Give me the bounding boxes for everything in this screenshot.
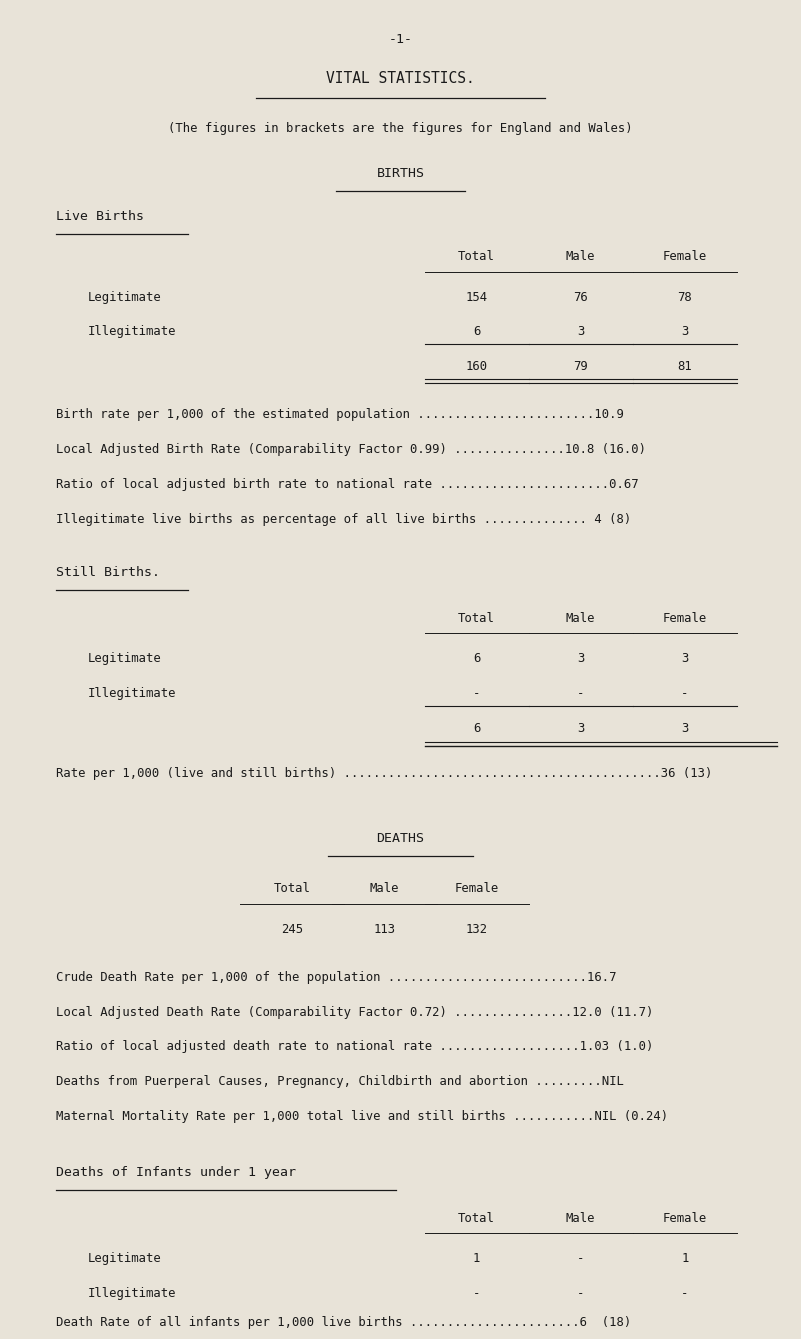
Text: Ratio of local adjusted birth rate to national rate .......................0.67: Ratio of local adjusted birth rate to na… [56, 478, 638, 491]
Text: -: - [681, 687, 689, 700]
Text: 245: 245 [281, 923, 304, 936]
Text: Female: Female [662, 612, 707, 625]
Text: Ratio of local adjusted death rate to national rate ...................1.03 (1.0: Ratio of local adjusted death rate to na… [56, 1040, 654, 1054]
Text: 6: 6 [473, 325, 481, 339]
Text: Illegitimate live births as percentage of all live births .............. 4 (8): Illegitimate live births as percentage o… [56, 513, 631, 526]
Text: 132: 132 [465, 923, 488, 936]
Text: 76: 76 [574, 291, 588, 304]
Text: Total: Total [274, 882, 311, 896]
Text: Female: Female [454, 882, 499, 896]
Text: -: - [577, 1252, 585, 1265]
Text: Illegitimate: Illegitimate [88, 1287, 176, 1300]
Text: 81: 81 [678, 360, 692, 374]
Text: Legitimate: Legitimate [88, 652, 162, 665]
Text: Crude Death Rate per 1,000 of the population ...........................16.7: Crude Death Rate per 1,000 of the popula… [56, 971, 617, 984]
Text: (The figures in brackets are the figures for England and Wales): (The figures in brackets are the figures… [168, 122, 633, 135]
Text: -: - [577, 687, 585, 700]
Text: 1: 1 [681, 1252, 689, 1265]
Text: 160: 160 [465, 360, 488, 374]
Text: Deaths of Infants under 1 year: Deaths of Infants under 1 year [56, 1166, 296, 1180]
Text: -: - [577, 1287, 585, 1300]
Text: Male: Male [566, 250, 595, 264]
Text: 79: 79 [574, 360, 588, 374]
Text: 3: 3 [681, 722, 689, 735]
Text: 78: 78 [678, 291, 692, 304]
Text: -: - [681, 1287, 689, 1300]
Text: Birth rate per 1,000 of the estimated population ........................10.9: Birth rate per 1,000 of the estimated po… [56, 408, 624, 422]
Text: 3: 3 [681, 325, 689, 339]
Text: -: - [473, 1287, 481, 1300]
Text: Total: Total [458, 250, 495, 264]
Text: Total: Total [458, 1212, 495, 1225]
Text: Deaths from Puerperal Causes, Pregnancy, Childbirth and abortion .........NIL: Deaths from Puerperal Causes, Pregnancy,… [56, 1075, 624, 1089]
Text: Local Adjusted Death Rate (Comparability Factor 0.72) ................12.0 (11.7: Local Adjusted Death Rate (Comparability… [56, 1006, 654, 1019]
Text: Female: Female [662, 1212, 707, 1225]
Text: Total: Total [458, 612, 495, 625]
Text: 3: 3 [577, 652, 585, 665]
Text: BIRTHS: BIRTHS [376, 167, 425, 181]
Text: -: - [473, 687, 481, 700]
Text: VITAL STATISTICS.: VITAL STATISTICS. [326, 71, 475, 86]
Text: 6: 6 [473, 722, 481, 735]
Text: DEATHS: DEATHS [376, 832, 425, 845]
Text: 6: 6 [473, 652, 481, 665]
Text: 1: 1 [473, 1252, 481, 1265]
Text: Death Rate of all infants per 1,000 live births .......................6  (18): Death Rate of all infants per 1,000 live… [56, 1316, 631, 1330]
Text: Illegitimate: Illegitimate [88, 687, 176, 700]
Text: Rate per 1,000 (live and still births) .........................................: Rate per 1,000 (live and still births) .… [56, 767, 712, 781]
Text: Male: Male [566, 612, 595, 625]
Text: Legitimate: Legitimate [88, 291, 162, 304]
Text: Maternal Mortality Rate per 1,000 total live and still births ...........NIL (0.: Maternal Mortality Rate per 1,000 total … [56, 1110, 668, 1123]
Text: Still Births.: Still Births. [56, 566, 160, 580]
Text: Male: Male [566, 1212, 595, 1225]
Text: 3: 3 [577, 722, 585, 735]
Text: Legitimate: Legitimate [88, 1252, 162, 1265]
Text: 3: 3 [577, 325, 585, 339]
Text: 113: 113 [373, 923, 396, 936]
Text: 154: 154 [465, 291, 488, 304]
Text: Live Births: Live Births [56, 210, 144, 224]
Text: 3: 3 [681, 652, 689, 665]
Text: -1-: -1- [388, 33, 413, 47]
Text: Illegitimate: Illegitimate [88, 325, 176, 339]
Text: Male: Male [370, 882, 399, 896]
Text: Local Adjusted Birth Rate (Comparability Factor 0.99) ...............10.8 (16.0): Local Adjusted Birth Rate (Comparability… [56, 443, 646, 457]
Text: Female: Female [662, 250, 707, 264]
